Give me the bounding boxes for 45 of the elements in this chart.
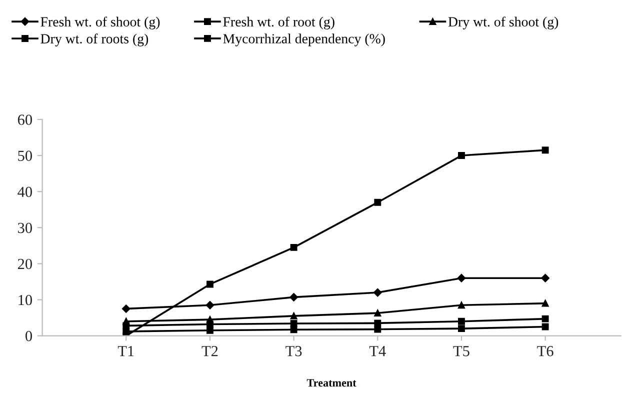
- point: [542, 323, 549, 330]
- point: [206, 301, 214, 310]
- y-tick-label: 30: [18, 222, 32, 234]
- x-tick-label: T6: [537, 346, 554, 356]
- point: [542, 315, 549, 322]
- point: [458, 152, 465, 160]
- x-tick-label: T5: [453, 346, 470, 356]
- point: [290, 320, 298, 327]
- legend-label: Mycorrhizal dependency (%): [223, 34, 385, 46]
- point: [290, 326, 298, 334]
- point: [458, 325, 465, 332]
- y-tick-label: 50: [18, 150, 32, 161]
- point: [457, 274, 466, 282]
- point: [290, 293, 298, 302]
- y-tick-label: 10: [18, 294, 32, 306]
- legend-label: Fresh wt. of shoot (g): [40, 16, 160, 30]
- legend-label: Dry wt. of shoot (g): [448, 16, 558, 30]
- point: [290, 244, 298, 251]
- x-tick-label: T4: [369, 346, 386, 356]
- point: [206, 316, 214, 324]
- point: [374, 310, 382, 317]
- point: [374, 320, 382, 327]
- point: [290, 312, 298, 320]
- y-tick-label: 40: [18, 186, 32, 198]
- x-tick-label: T1: [118, 346, 134, 356]
- x-tick-label: T2: [202, 346, 218, 356]
- point: [206, 280, 214, 288]
- point: [374, 326, 382, 333]
- y-tick-label: 0: [26, 330, 32, 342]
- point: [458, 318, 465, 325]
- y-tick-label: 60: [18, 114, 32, 125]
- legend-label: Fresh wt. of root (g): [223, 16, 334, 30]
- point: [206, 326, 214, 334]
- point: [542, 146, 549, 154]
- point: [374, 288, 382, 297]
- legend-label: Dry wt. of roots (g): [40, 34, 148, 46]
- point: [122, 318, 130, 325]
- point: [541, 274, 550, 282]
- point: [458, 302, 465, 309]
- point: [542, 300, 549, 307]
- point: [374, 198, 382, 206]
- y-tick-label: 20: [18, 258, 32, 270]
- point: [122, 304, 130, 313]
- x-tick-label: T3: [286, 346, 302, 356]
- x-axis-title: Treatment: [306, 379, 356, 387]
